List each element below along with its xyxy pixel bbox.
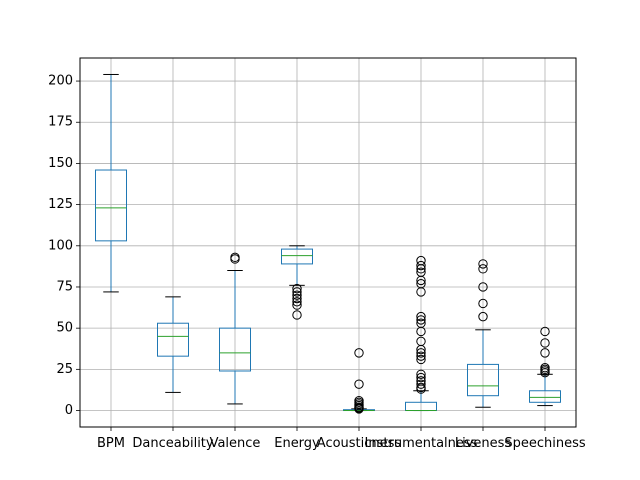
- flier-point-liveness: [478, 311, 488, 322]
- axis-layer: 0 25 50 75 100 125 150 175 200 BPM DanceabilityVal…: [48, 74, 586, 451]
- box-group-energy: [281, 245, 313, 320]
- box-group-acousticness: [343, 348, 375, 414]
- plot-frame: [79, 57, 577, 428]
- box-layer: [95, 73, 561, 414]
- flier-point-liveness: [478, 282, 488, 292]
- flier-point-energy: [292, 290, 302, 300]
- box-group-valence: [219, 252, 251, 405]
- flier-point-liveness: [478, 298, 488, 309]
- flier-point-instrumentalness: [416, 311, 426, 322]
- flier-point-instrumentalness: [416, 372, 426, 383]
- x-tick-label-instrumentalness: Instrumentalness: [365, 436, 478, 451]
- x-tick-label-liveness: Liveness: [455, 436, 512, 451]
- box-group-instrumentalness: [405, 255, 437, 412]
- flier-point-instrumentalness: [416, 348, 426, 358]
- box-group-danceability: [157, 296, 189, 393]
- box-liveness: [467, 363, 499, 397]
- flier-point-speechiness: [540, 338, 550, 348]
- flier-point-speechiness: [540, 367, 550, 378]
- flier-point-energy: [292, 293, 302, 304]
- y-tick-label: 75: [56, 279, 73, 294]
- y-tick-label: 25: [56, 362, 73, 377]
- flier-point-energy: [292, 287, 302, 297]
- flier-point-acousticness: [354, 348, 364, 358]
- flier-point-instrumentalness: [416, 275, 426, 286]
- box-speechiness: [529, 390, 561, 403]
- x-tick-label-valence: Valence: [210, 436, 261, 451]
- flier-point-instrumentalness: [416, 344, 426, 355]
- x-tick-label-energy: Energy: [274, 436, 320, 451]
- x-tick-label-speechiness: Speechiness: [504, 436, 586, 451]
- y-tick-label: 150: [48, 156, 73, 171]
- box-energy: [281, 248, 313, 265]
- flier-point-instrumentalness: [416, 260, 426, 271]
- flier-point-instrumentalness: [416, 264, 426, 274]
- flier-point-liveness: [478, 259, 488, 269]
- flier-point-liveness: [478, 264, 488, 274]
- flier-point-instrumentalness: [416, 326, 426, 337]
- y-tick-label: 50: [56, 321, 73, 336]
- x-tick-label-bpm: BPM: [97, 436, 125, 451]
- flier-point-speechiness: [540, 348, 550, 358]
- flier-point-instrumentalness: [416, 354, 426, 365]
- flier-point-acousticness: [354, 404, 364, 414]
- box-valence: [219, 327, 251, 372]
- y-tick-label: 175: [48, 115, 73, 130]
- box-group-bpm: [95, 73, 127, 293]
- x-tick-label-acousticness: Acousticness: [317, 436, 402, 451]
- flier-point-speechiness: [540, 326, 550, 337]
- flier-point-acousticness: [354, 379, 364, 389]
- flier-point-instrumentalness: [416, 369, 426, 379]
- y-tick-label: 0: [65, 403, 73, 418]
- flier-point-valence: [230, 252, 240, 263]
- y-tick-label: 100: [48, 238, 73, 253]
- box-group-speechiness: [529, 326, 561, 407]
- flier-point-energy: [292, 283, 302, 294]
- box-danceability: [157, 322, 189, 357]
- y-tick-label: 125: [48, 197, 73, 212]
- flier-point-instrumentalness: [416, 351, 426, 361]
- flier-point-energy: [292, 297, 302, 307]
- box-group-liveness: [467, 259, 499, 408]
- y-tick-label: 200: [48, 74, 73, 89]
- x-tick-label-danceability: Danceability: [132, 436, 214, 451]
- flier-point-instrumentalness: [416, 287, 426, 297]
- box-bpm: [95, 169, 127, 242]
- flier-point-instrumentalness: [416, 379, 426, 389]
- flier-point-energy: [292, 310, 302, 320]
- flier-point-instrumentalness: [416, 384, 426, 394]
- flier-point-energy: [292, 300, 302, 310]
- flier-point-instrumentalness: [416, 315, 426, 325]
